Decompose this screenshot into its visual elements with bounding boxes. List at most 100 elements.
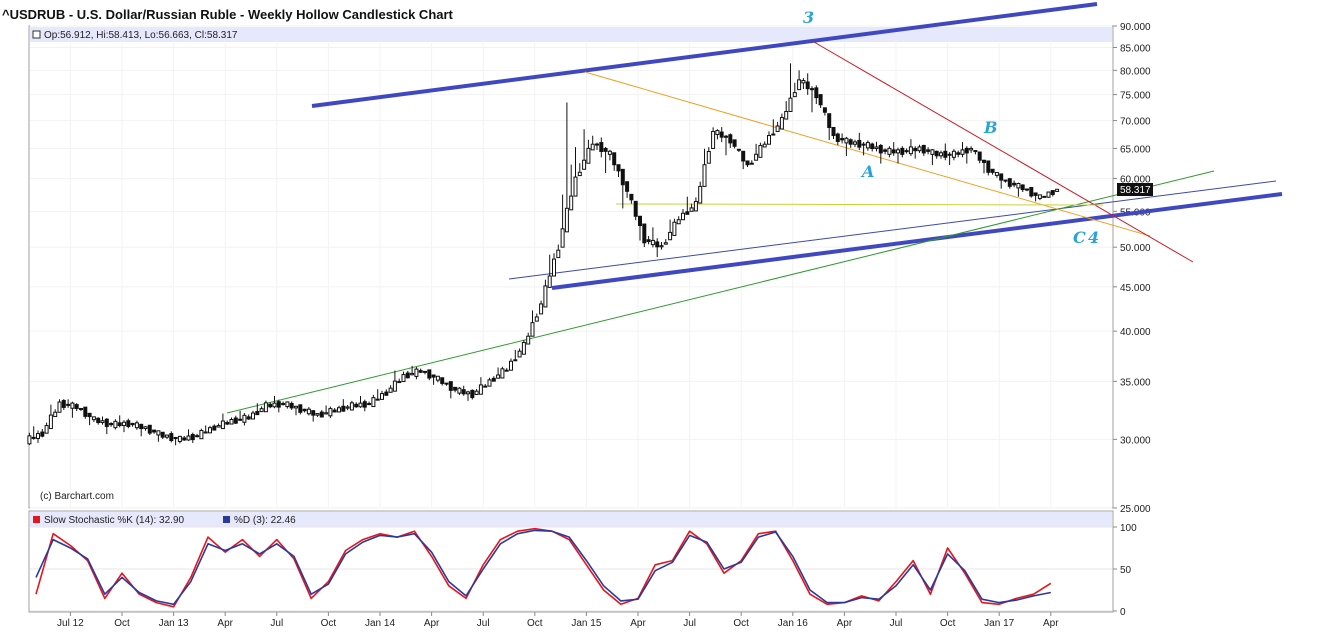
candle-body	[139, 423, 144, 430]
candle-body	[478, 384, 483, 395]
x-tick-label: Apr	[1043, 618, 1059, 629]
candle-body	[844, 137, 849, 144]
stoch-panel	[28, 510, 1114, 613]
candle-body	[173, 437, 178, 440]
k-legend-label: Slow Stochastic %K (14): 32.90	[44, 515, 185, 526]
x-grid	[69, 43, 1052, 507]
x-tick-label: Jul	[683, 618, 696, 629]
candle-body	[268, 403, 273, 408]
candle-body	[638, 215, 642, 227]
candle-body	[590, 143, 595, 151]
wave-label-c: C	[1073, 228, 1086, 247]
candle-body	[560, 228, 565, 248]
candle-body	[698, 185, 703, 204]
candle-body	[930, 149, 935, 155]
candle-body	[147, 424, 152, 434]
candle-body	[225, 422, 230, 425]
candle-body	[603, 147, 608, 152]
wave-label-3: 3	[803, 8, 814, 27]
candle-body	[1016, 182, 1021, 189]
candle-body	[1007, 178, 1012, 187]
x-tick-label: Jan 13	[159, 618, 189, 629]
candle-body	[457, 387, 462, 394]
candle-body	[569, 195, 574, 211]
candle-body	[255, 411, 260, 416]
candle-body	[521, 342, 526, 355]
candle-body	[792, 92, 797, 98]
price-y-tick-label: 80.000	[1120, 66, 1151, 77]
candle-body	[741, 150, 746, 162]
x-tick-label: Jan 16	[778, 618, 808, 629]
candle-body	[48, 414, 53, 430]
candle-body	[392, 380, 397, 392]
candle-body	[982, 159, 986, 163]
candle-body	[57, 401, 62, 413]
candle-body	[689, 207, 694, 212]
candle-body	[904, 150, 909, 153]
candle-body	[939, 152, 943, 157]
candle-body	[1029, 187, 1034, 197]
candle-body	[324, 412, 329, 415]
candle-body	[999, 173, 1004, 181]
candle-body	[973, 150, 978, 153]
candle-body	[272, 402, 277, 408]
candle-body	[362, 401, 367, 408]
candle-body	[177, 435, 182, 442]
x-tick-label: Jan 17	[984, 618, 1014, 629]
candle-body	[650, 239, 655, 246]
candle-body	[294, 405, 298, 409]
candle-body	[448, 381, 453, 391]
candle-body	[1037, 194, 1042, 199]
candle-body	[27, 435, 32, 445]
ohlc-marker	[32, 30, 41, 39]
candle-body	[79, 407, 83, 410]
candle-body	[577, 171, 582, 177]
x-tick-label: Oct	[527, 618, 543, 629]
candle-body	[332, 409, 337, 413]
candle-body	[620, 168, 625, 186]
candle-body	[913, 147, 918, 152]
price-y-tick-label: 50.000	[1120, 243, 1151, 254]
candle-body	[517, 350, 522, 358]
candle-body	[440, 377, 445, 384]
candle-body	[487, 379, 492, 387]
candle-body	[758, 144, 763, 158]
last-price-marker	[1117, 183, 1153, 196]
candle-body	[453, 386, 458, 391]
candle-body	[646, 239, 651, 243]
candle-body	[466, 391, 470, 395]
candle-body	[711, 130, 716, 149]
candle-body	[960, 149, 965, 155]
candle-body	[848, 139, 853, 145]
candle-body	[539, 303, 544, 315]
candle-body	[104, 418, 109, 427]
candle-body	[298, 404, 303, 413]
candle-body	[908, 146, 913, 155]
candle-body	[435, 375, 440, 381]
candle-body	[233, 417, 238, 424]
candle-body	[526, 335, 531, 345]
candle-body	[371, 397, 376, 408]
candle-body	[595, 143, 599, 146]
candle-body	[509, 360, 513, 371]
candle-body	[302, 408, 307, 412]
candle-body	[375, 398, 380, 401]
x-tick-label: Jul	[890, 618, 903, 629]
candle-body	[964, 147, 969, 154]
candle-body	[418, 370, 423, 373]
candle-body	[285, 401, 290, 408]
candle-body	[693, 201, 698, 212]
candle-body	[380, 393, 384, 400]
candle-body	[337, 407, 341, 413]
candle-body	[788, 97, 793, 112]
candle-body	[612, 152, 617, 166]
candle-body	[504, 369, 509, 372]
candle-body	[891, 149, 896, 154]
candle-body	[685, 211, 690, 215]
green-trend-line	[226, 170, 1215, 414]
candle-body	[625, 181, 630, 192]
candle-body	[367, 403, 372, 406]
candle-body	[994, 171, 999, 176]
candle-body	[1042, 195, 1047, 198]
candle-body	[109, 422, 114, 426]
